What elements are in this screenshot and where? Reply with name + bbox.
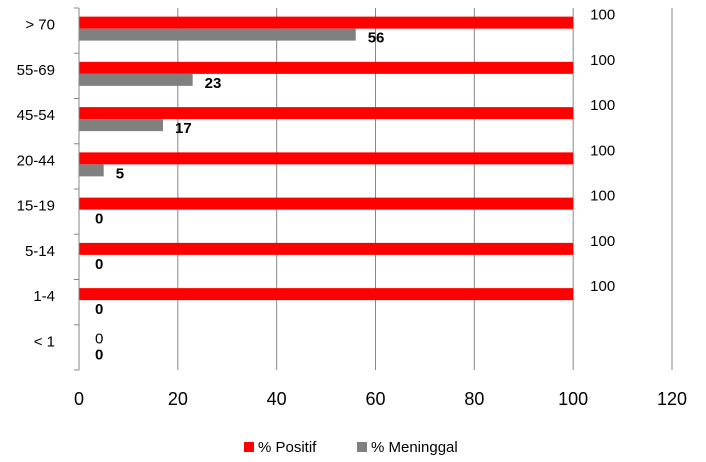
x-tick-label: 20 <box>168 389 188 409</box>
category-label: 45-54 <box>17 107 55 124</box>
category-label: 1-4 <box>33 288 55 305</box>
x-tick-label: 0 <box>74 389 84 409</box>
bar-positif <box>79 61 574 74</box>
bar-positif <box>79 197 574 210</box>
category-label: 55-69 <box>17 62 55 79</box>
x-tick-label: 40 <box>267 389 287 409</box>
positif-value-label: 100 <box>590 233 615 250</box>
category-label: 5-14 <box>25 243 55 260</box>
positif-value-label: 100 <box>590 97 615 114</box>
bar-meninggal <box>79 119 164 132</box>
bars <box>79 16 574 301</box>
x-tick-label: 60 <box>365 389 385 409</box>
positif-value-label: 100 <box>590 7 615 24</box>
meninggal-value-label: 23 <box>205 75 222 92</box>
meninggal-value-label: 17 <box>175 120 192 137</box>
bar-positif <box>79 242 574 255</box>
positif-value-label: 0 <box>95 330 103 347</box>
bar-meninggal <box>79 164 104 177</box>
positif-value-label: 100 <box>590 278 615 295</box>
category-label: 20-44 <box>17 152 55 169</box>
legend-label-meninggal: % Meninggal <box>371 439 458 456</box>
category-label: < 1 <box>34 333 55 350</box>
meninggal-value-label: 0 <box>95 256 103 273</box>
bar-meninggal <box>79 73 193 86</box>
meninggal-value-label: 5 <box>116 165 124 182</box>
meninggal-value-label: 0 <box>95 301 103 318</box>
bar-positif <box>79 107 574 120</box>
category-label: 15-19 <box>17 198 55 215</box>
meninggal-value-label: 0 <box>95 211 103 228</box>
x-tick-label: 120 <box>657 389 687 409</box>
category-label: > 70 <box>25 17 55 34</box>
meninggal-value-label: 0 <box>95 346 103 363</box>
bar-positif <box>79 16 574 29</box>
legend: % Positif % Meninggal <box>244 439 458 456</box>
bar-positif <box>79 152 574 165</box>
positif-value-label: 100 <box>590 142 615 159</box>
x-tick-label: 100 <box>558 389 588 409</box>
positif-value-label: 100 <box>590 188 615 205</box>
x-tick-label: 80 <box>464 389 484 409</box>
axes: 0 20 40 60 80 100 120 > 70 55-69 45-54 20-44 15-19 5… <box>17 7 687 409</box>
bar-meninggal <box>79 28 356 41</box>
meninggal-value-label: 56 <box>368 30 385 47</box>
legend-label-positif: % Positif <box>258 439 317 456</box>
legend-swatch-meninggal <box>357 442 367 452</box>
legend-swatch-positif <box>244 442 254 452</box>
positif-value-label: 100 <box>590 52 615 69</box>
bar-positif <box>79 288 574 301</box>
